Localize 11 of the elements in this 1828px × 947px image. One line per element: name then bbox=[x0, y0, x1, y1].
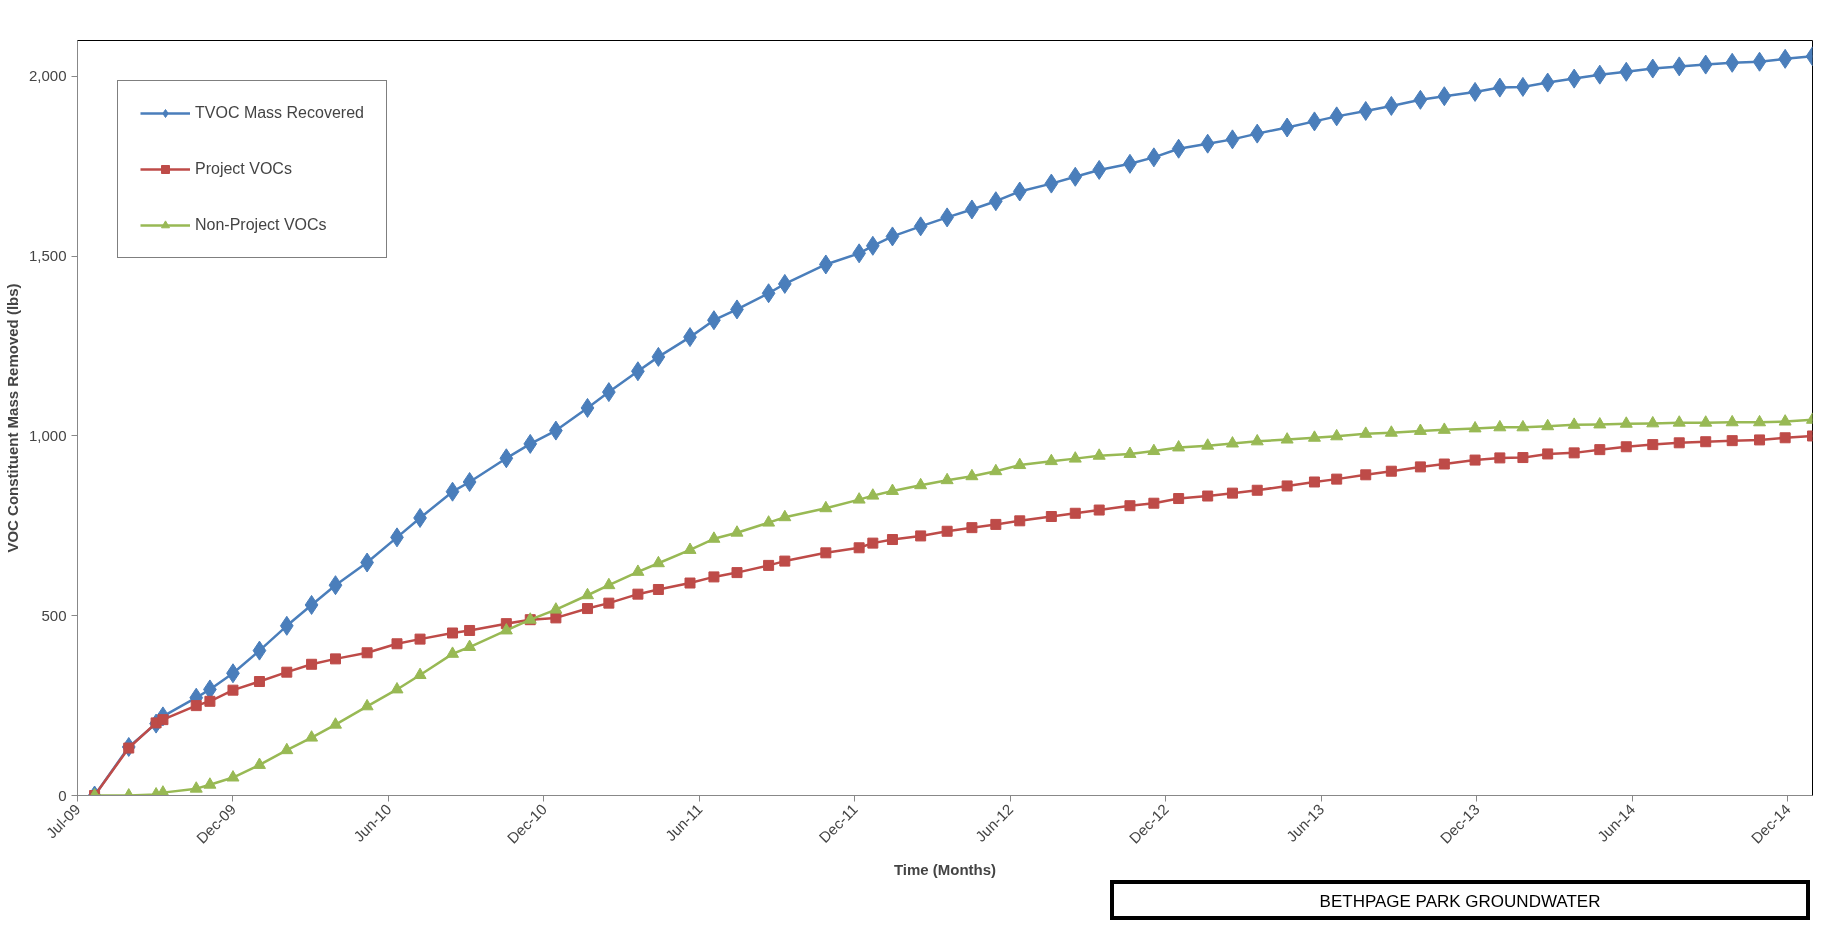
y-tick-label: 1,000 bbox=[28, 426, 67, 444]
y-tick-label: 2,000 bbox=[28, 67, 67, 85]
x-axis-title: Time (Months) bbox=[893, 860, 997, 878]
legend-label: Project VOCs bbox=[195, 160, 292, 178]
legend-label: TVOC Mass Recovered bbox=[195, 104, 364, 122]
legend-label: Non-Project VOCs bbox=[195, 216, 327, 234]
y-tick-label: 1,500 bbox=[28, 247, 67, 265]
text: BETHPAGE PARK GROUNDWATER bbox=[1319, 891, 1601, 913]
y-tick-label: 0 bbox=[58, 786, 67, 804]
y-axis-title: VOC Constituent Mass Removed (lbs) bbox=[3, 283, 21, 553]
y-tick-label: 500 bbox=[41, 606, 67, 624]
